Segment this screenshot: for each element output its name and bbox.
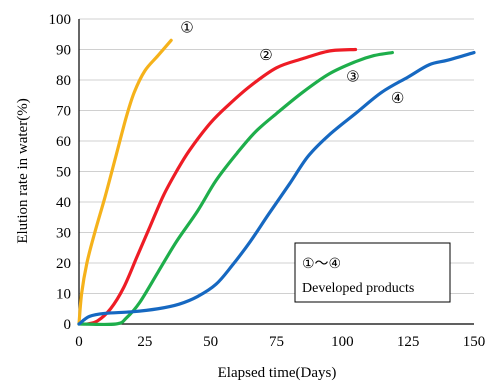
series-marker-label-3: ③ <box>346 68 359 86</box>
y-tick-label: 0 <box>64 317 72 333</box>
y-axis-title: Elution rate in water(%) <box>15 98 31 243</box>
x-tick-label: 0 <box>75 334 83 350</box>
y-tick-labels: 0 10 20 30 40 50 60 70 80 90 100 <box>49 12 72 333</box>
annotation-line-1: ①～④ <box>302 257 341 272</box>
annotation-box: ①～④ Developed products <box>294 242 451 303</box>
x-tick-label: 100 <box>331 334 354 350</box>
x-axis-title: Elapsed time(Days) <box>218 365 337 381</box>
y-tick-label: 20 <box>56 256 71 272</box>
y-tick-label: 100 <box>49 12 72 28</box>
x-tick-label: 125 <box>397 334 420 350</box>
annotation-line-2: Developed products <box>302 281 414 296</box>
x-tick-label: 150 <box>463 334 486 350</box>
y-tick-label: 70 <box>56 104 71 120</box>
series-line-1 <box>77 38 173 326</box>
series-lines <box>77 38 476 327</box>
x-tick-label: 25 <box>137 334 152 350</box>
series-line-2 <box>85 47 358 326</box>
y-tick-label: 80 <box>56 73 71 89</box>
series-marker-label-4: ④ <box>391 89 404 107</box>
x-tick-label: 50 <box>203 334 218 350</box>
y-tick-label: 10 <box>56 287 71 303</box>
y-tick-label: 90 <box>56 43 71 59</box>
x-tick-labels: 0 25 50 75 100 125 150 <box>75 334 485 350</box>
y-tick-label: 60 <box>56 134 71 150</box>
annotation-box-border <box>294 242 451 303</box>
series-marker-label-2: ② <box>259 46 272 64</box>
y-tick-label: 50 <box>56 165 71 181</box>
y-tick-label: 30 <box>56 226 71 242</box>
series-line-4 <box>77 50 476 326</box>
series-marker-label-1: ① <box>180 19 193 37</box>
grid-layer <box>79 18 474 294</box>
axis-layer <box>78 19 474 325</box>
series-marker-labels: ① ② ③ ④ <box>180 19 404 107</box>
x-tick-label: 75 <box>269 334 284 350</box>
y-tick-label: 40 <box>56 195 71 211</box>
